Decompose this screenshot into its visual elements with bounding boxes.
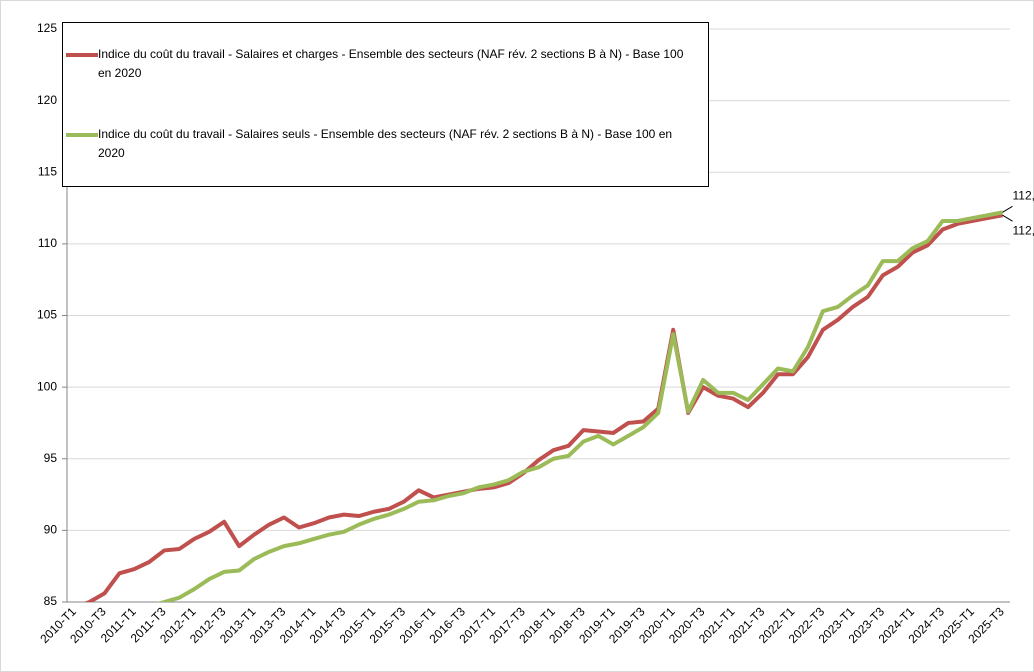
y-tick-label: 95 — [44, 451, 58, 465]
data-label: 112,0 — [1013, 223, 1034, 237]
series-line — [157, 210, 1003, 602]
data-label: 112,2 — [1013, 189, 1034, 203]
legend-label: Indice du coût du travail - Salaires seu… — [98, 127, 673, 160]
leader-line — [1002, 214, 1013, 222]
y-tick-label: 120 — [37, 93, 57, 107]
legend-label: Indice du coût du travail - Salaires et … — [98, 47, 684, 80]
y-tick-label: 125 — [37, 21, 57, 35]
y-tick-label: 115 — [38, 164, 57, 178]
y-tick-label: 110 — [38, 236, 57, 250]
y-tick-label: 90 — [44, 523, 58, 537]
legend-box — [62, 22, 709, 187]
leader-line — [1002, 205, 1013, 213]
y-tick-label: 105 — [37, 308, 57, 322]
y-tick-label: 85 — [44, 594, 58, 608]
series-line — [83, 213, 1003, 602]
y-tick-label: 100 — [37, 379, 57, 393]
